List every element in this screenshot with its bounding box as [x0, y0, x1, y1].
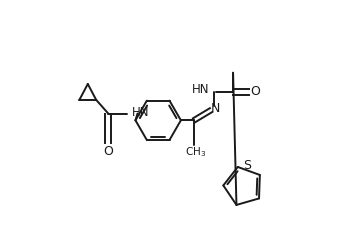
Text: HN: HN	[192, 83, 210, 96]
Text: S: S	[243, 159, 251, 172]
Text: HN: HN	[131, 106, 149, 119]
Text: N: N	[210, 102, 220, 115]
Text: O: O	[103, 145, 113, 158]
Text: O: O	[250, 85, 260, 99]
Text: $\mathregular{CH_3}$: $\mathregular{CH_3}$	[185, 145, 206, 159]
